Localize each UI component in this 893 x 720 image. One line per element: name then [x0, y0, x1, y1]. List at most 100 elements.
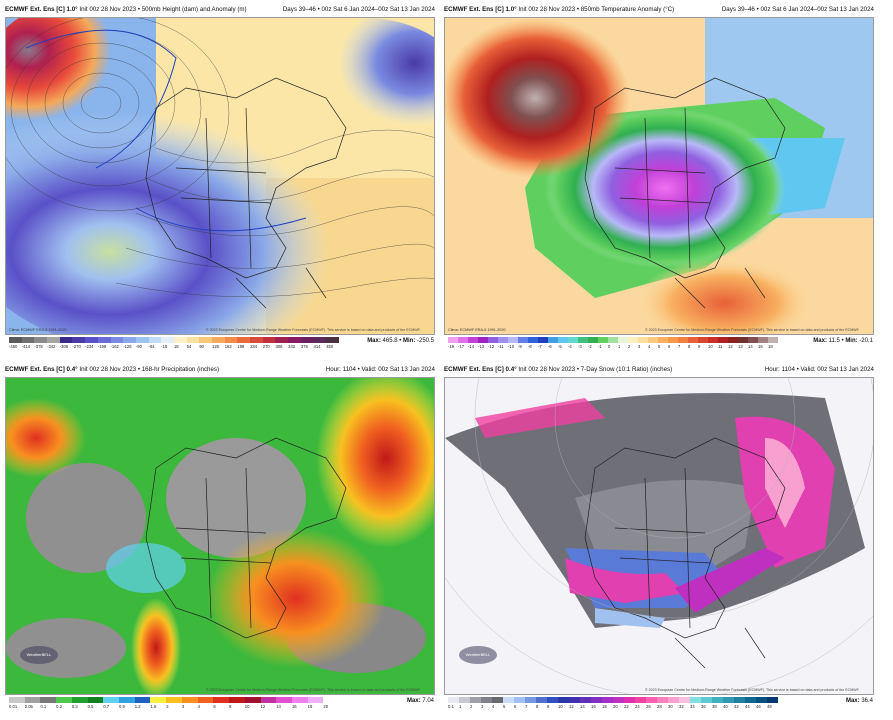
scale-tick-label: -54	[148, 344, 155, 349]
height-anomaly-map: Clima: ECMWF ERA-5 1991-2020 © 2023 Euro…	[5, 17, 435, 335]
color-swatch	[708, 337, 718, 343]
color-swatch	[588, 337, 598, 343]
color-scale-ticks: -19 -17 -14 -13 -12 -11 -10 -9 -8 -7 -6 -5 -4 -3 -2 -1 0…	[448, 344, 778, 349]
color-swatch	[538, 337, 548, 343]
scale-tick-label: -2	[588, 344, 592, 349]
scale-tick-label: 6	[514, 704, 517, 709]
color-scale-ticks: 0.01 0.05 0.1 0.2 0.3 0.5 0.7 0.9 1.2 1.6 2 3 4 6 8 10 1…	[9, 704, 339, 709]
scale-tick-label: 4	[492, 704, 495, 709]
scale-tick-label: 12	[728, 344, 733, 349]
scale-tick-label: 5	[503, 704, 506, 709]
scale-tick-label: 1.6	[150, 704, 157, 709]
color-swatch	[756, 697, 767, 703]
scale-tick-label: 8	[536, 704, 539, 709]
scale-tick-label: 14	[580, 704, 585, 709]
color-scale-bar	[448, 697, 778, 703]
color-swatch	[712, 697, 723, 703]
scale-tick-label: 3	[481, 704, 484, 709]
min-label: Min:	[402, 338, 416, 344]
scale-tick-label: 12	[569, 704, 574, 709]
color-swatch	[481, 697, 492, 703]
scale-tick-label: 9	[698, 344, 701, 349]
scale-tick-label: 42	[734, 704, 739, 709]
color-swatch	[103, 697, 120, 703]
scale-tick-label: 1	[459, 704, 462, 709]
color-swatch	[635, 697, 646, 703]
panel-header: ECMWF Ext. Ens [C] 0.4° Init 00z 28 Nov …	[442, 363, 876, 377]
color-swatch	[150, 697, 167, 703]
scale-tick-label: 13	[738, 344, 743, 349]
scale-tick-label: -6	[548, 344, 552, 349]
color-swatch	[181, 697, 198, 703]
color-swatch	[166, 697, 182, 703]
color-swatch	[313, 337, 327, 343]
scale-tick-label: 18	[602, 704, 607, 709]
scale-tick-label: 8	[229, 704, 232, 709]
color-swatch	[87, 697, 104, 703]
color-swatch	[608, 337, 618, 343]
scale-tick-label: 32	[679, 704, 684, 709]
model-name: ECMWF Ext. Ens [C] 1.0°	[5, 6, 78, 13]
scale-tick-label: 28	[657, 704, 662, 709]
scale-tick-label: -11	[498, 344, 504, 349]
color-swatch	[123, 337, 136, 343]
color-swatch	[97, 337, 111, 343]
color-swatch	[558, 337, 568, 343]
scale-tick-label: 5	[658, 344, 661, 349]
scale-tick-label: -4	[568, 344, 572, 349]
color-swatch	[40, 697, 57, 703]
scale-tick-label: -18	[161, 344, 168, 349]
color-swatch	[690, 697, 701, 703]
scale-tick-label: 16	[591, 704, 596, 709]
color-swatch	[591, 697, 602, 703]
color-swatch	[668, 697, 679, 703]
color-swatch	[624, 697, 635, 703]
color-swatch	[458, 337, 468, 343]
product-info: Init 00z 28 Nov 2023 • 7-Day Snow (10:1 …	[518, 366, 673, 373]
valid-period: Days 39–46 • 00z Sat 6 Jan 2024–00z Sat …	[282, 6, 435, 13]
color-swatch	[9, 337, 22, 343]
color-swatch	[514, 697, 525, 703]
color-swatch	[448, 337, 458, 343]
scale-tick-label: 36	[701, 704, 706, 709]
color-swatch	[734, 697, 745, 703]
color-scale-bar	[448, 337, 778, 343]
color-swatch	[492, 697, 503, 703]
scale-tick-label: 378	[300, 344, 308, 349]
scale-tick-label: 7	[678, 344, 681, 349]
scale-tick-label: 48	[767, 704, 772, 709]
snowfall-map: WeatherBELL © 2023 European Centre for M…	[444, 377, 874, 695]
scale-tick-label: 126	[212, 344, 219, 349]
color-swatch	[569, 697, 580, 703]
scale-tick-label: 46	[756, 704, 761, 709]
scale-tick-label: 18	[768, 344, 773, 349]
color-swatch	[678, 337, 688, 343]
scale-tick-label: 7	[525, 704, 528, 709]
scale-tick-label: 9	[547, 704, 550, 709]
scale-tick-label: 0.3	[71, 704, 78, 709]
color-swatch	[536, 697, 547, 703]
scale-tick-label: 3	[638, 344, 641, 349]
climatology-note: Clima: ECMWF ERA-5 1991-2020	[448, 328, 506, 332]
min-value: -250.5	[416, 338, 434, 344]
scale-tick-label: 16	[291, 704, 297, 709]
color-swatch	[250, 337, 263, 343]
color-swatch	[288, 337, 301, 343]
color-swatch	[72, 337, 86, 343]
color-swatch	[488, 337, 498, 343]
color-swatch	[598, 337, 608, 343]
scale-tick-label: 4	[648, 344, 651, 349]
valid-period: Days 39–46 • 00z Sat 6 Jan 2024–00z Sat …	[721, 6, 874, 13]
color-swatch	[135, 337, 149, 343]
color-swatch	[470, 697, 481, 703]
scale-tick-label: 234	[250, 344, 258, 349]
color-swatch	[9, 697, 25, 703]
color-swatch	[723, 697, 734, 703]
scale-tick-label: 342	[288, 344, 296, 349]
color-swatch	[568, 337, 578, 343]
scale-tick-label: 0.9	[119, 704, 125, 709]
scale-tick-label: 14	[276, 704, 281, 709]
color-swatch	[518, 337, 528, 343]
max-value: 36.4	[861, 698, 873, 704]
scale-tick-label: 2	[166, 704, 169, 709]
